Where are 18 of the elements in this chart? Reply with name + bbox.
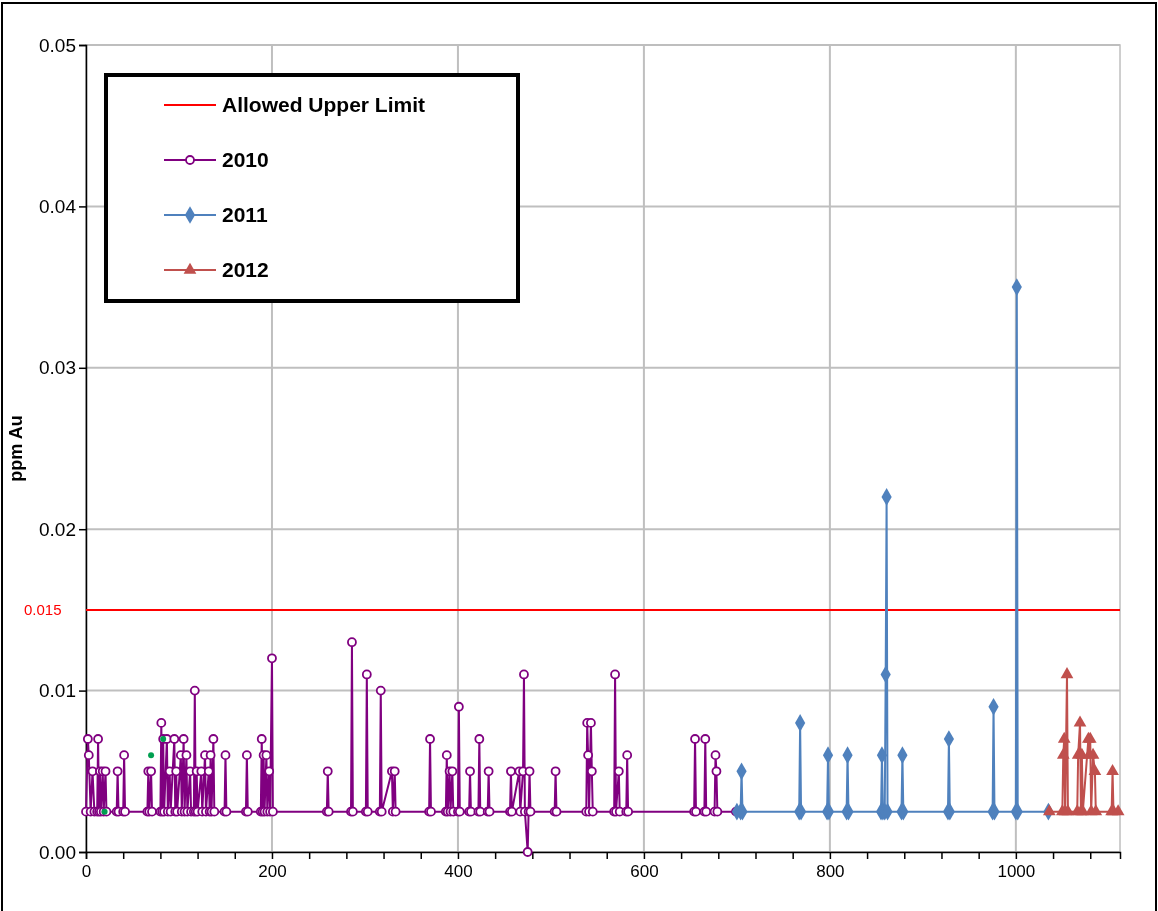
y-axis-title: ppm Au: [6, 415, 26, 482]
x-tick-label: 800: [816, 862, 845, 882]
x-tick-label: 600: [630, 862, 659, 882]
y-tick-label: 0.05: [39, 34, 76, 56]
text: 0.015: [24, 600, 62, 618]
x-tick-label: 0: [81, 862, 92, 882]
x-tick-label: 200: [258, 862, 287, 882]
legend-label: 2011: [222, 203, 268, 226]
y-tick-label: 0.00: [39, 841, 76, 863]
legend-label: 2012: [222, 258, 269, 281]
y-tick-label: 0.02: [39, 518, 76, 540]
legend-label: 2010: [222, 148, 269, 171]
x-tick-label: 400: [444, 862, 473, 882]
y-tick-label: 0.04: [39, 195, 77, 217]
y-tick-label: 0.01: [39, 680, 76, 702]
y-tick-label: 0.03: [39, 357, 76, 379]
x-tick-label: 1000: [997, 862, 1036, 882]
legend-label: Allowed Upper Limit: [222, 93, 426, 116]
